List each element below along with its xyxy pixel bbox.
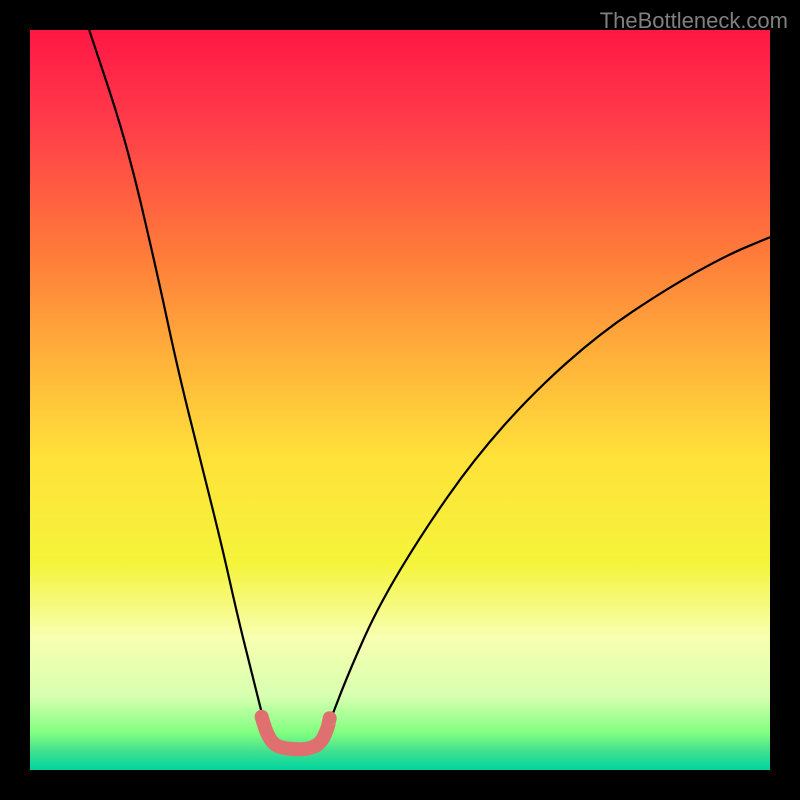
- watermark-text: TheBottleneck.com: [600, 8, 788, 34]
- trough-marker: [262, 717, 330, 750]
- chart-container: [30, 30, 770, 770]
- curve-right: [330, 237, 770, 722]
- chart-curves: [30, 30, 770, 770]
- curve-left: [89, 30, 263, 718]
